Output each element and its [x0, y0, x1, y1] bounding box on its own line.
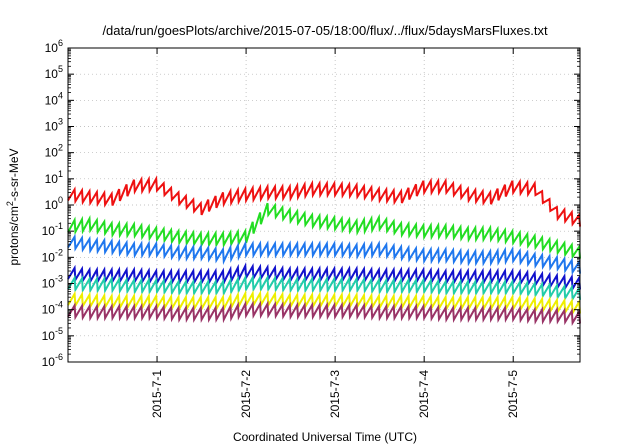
series-line-3	[67, 233, 581, 276]
y-tick-base: 10	[42, 224, 56, 238]
y-tick-exponent: 2	[58, 143, 63, 153]
y-tick-base: 10	[45, 41, 59, 55]
y-tick-base: 10	[45, 172, 59, 186]
y-tick-label: 100	[45, 195, 63, 212]
y-tick-base: 10	[45, 198, 59, 212]
y-tick-base: 10	[45, 93, 59, 107]
y-tick-exponent: 4	[58, 90, 63, 100]
x-tick-label: 2015-7-3	[328, 370, 342, 418]
y-tick-base: 10	[42, 355, 56, 369]
y-tick-label: 10-2	[42, 247, 63, 264]
y-tick-base: 10	[42, 303, 56, 317]
y-tick-labels: 10-610-510-410-310-210-11001011021031041…	[42, 38, 63, 369]
y-tick-exponent: -4	[55, 300, 63, 310]
y-tick-label: 101	[45, 169, 63, 186]
series-line-5	[67, 273, 581, 303]
y-tick-label: 10-4	[42, 300, 63, 317]
series-line-2	[67, 202, 581, 260]
y-tick-base: 10	[45, 146, 59, 160]
y-tick-exponent: -2	[55, 247, 63, 257]
y-tick-exponent: 3	[58, 117, 63, 127]
data-series	[67, 175, 581, 326]
y-tick-label: 102	[45, 143, 63, 160]
y-tick-label: 10-6	[42, 352, 63, 369]
x-tick-label: 2015-7-5	[506, 370, 520, 418]
y-tick-base: 10	[42, 329, 56, 343]
x-tick-label: 2015-7-1	[150, 370, 164, 418]
y-tick-label: 106	[45, 38, 63, 55]
y-axis-label: protons/cm2-s-sr-MeV	[5, 148, 21, 265]
y-tick-label: 10-5	[42, 326, 63, 343]
y-tick-exponent: -6	[55, 352, 63, 362]
x-tick-labels: 2015-7-1 2015-7-2 2015-7-3 2015-7-4 2015-7-5	[150, 370, 520, 418]
x-tick-label: 2015-7-4	[417, 370, 431, 418]
series-line-7	[67, 300, 581, 326]
y-axis-label-sup: 2	[5, 201, 15, 206]
y-tick-exponent: -5	[55, 326, 63, 336]
y-tick-base: 10	[45, 67, 59, 81]
y-tick-label: 10-3	[42, 274, 63, 291]
y-tick-label: 104	[45, 90, 63, 107]
x-axis-label: Coordinated Universal Time (UTC)	[233, 430, 417, 444]
y-tick-exponent: 5	[58, 64, 63, 74]
y-tick-exponent: 0	[58, 195, 63, 205]
axis-ticks	[68, 47, 580, 363]
y-tick-exponent: -1	[55, 221, 63, 231]
y-tick-exponent: 1	[58, 169, 63, 179]
series-line-1	[67, 175, 581, 227]
y-tick-exponent: 6	[58, 38, 63, 48]
x-tick-label: 2015-7-2	[239, 370, 253, 418]
y-tick-exponent: -3	[55, 274, 63, 284]
y-tick-base: 10	[42, 277, 56, 291]
y-axis-label-post: -s-sr-MeV	[7, 148, 21, 201]
y-tick-base: 10	[45, 120, 59, 134]
y-tick-label: 105	[45, 64, 63, 81]
chart-title: /data/run/goesPlots/archive/2015-07-05/1…	[102, 23, 548, 38]
y-axis-label-pre: protons/cm	[7, 206, 21, 265]
y-tick-label: 10-1	[42, 221, 63, 238]
y-tick-label: 103	[45, 117, 63, 134]
y-tick-base: 10	[42, 250, 56, 264]
